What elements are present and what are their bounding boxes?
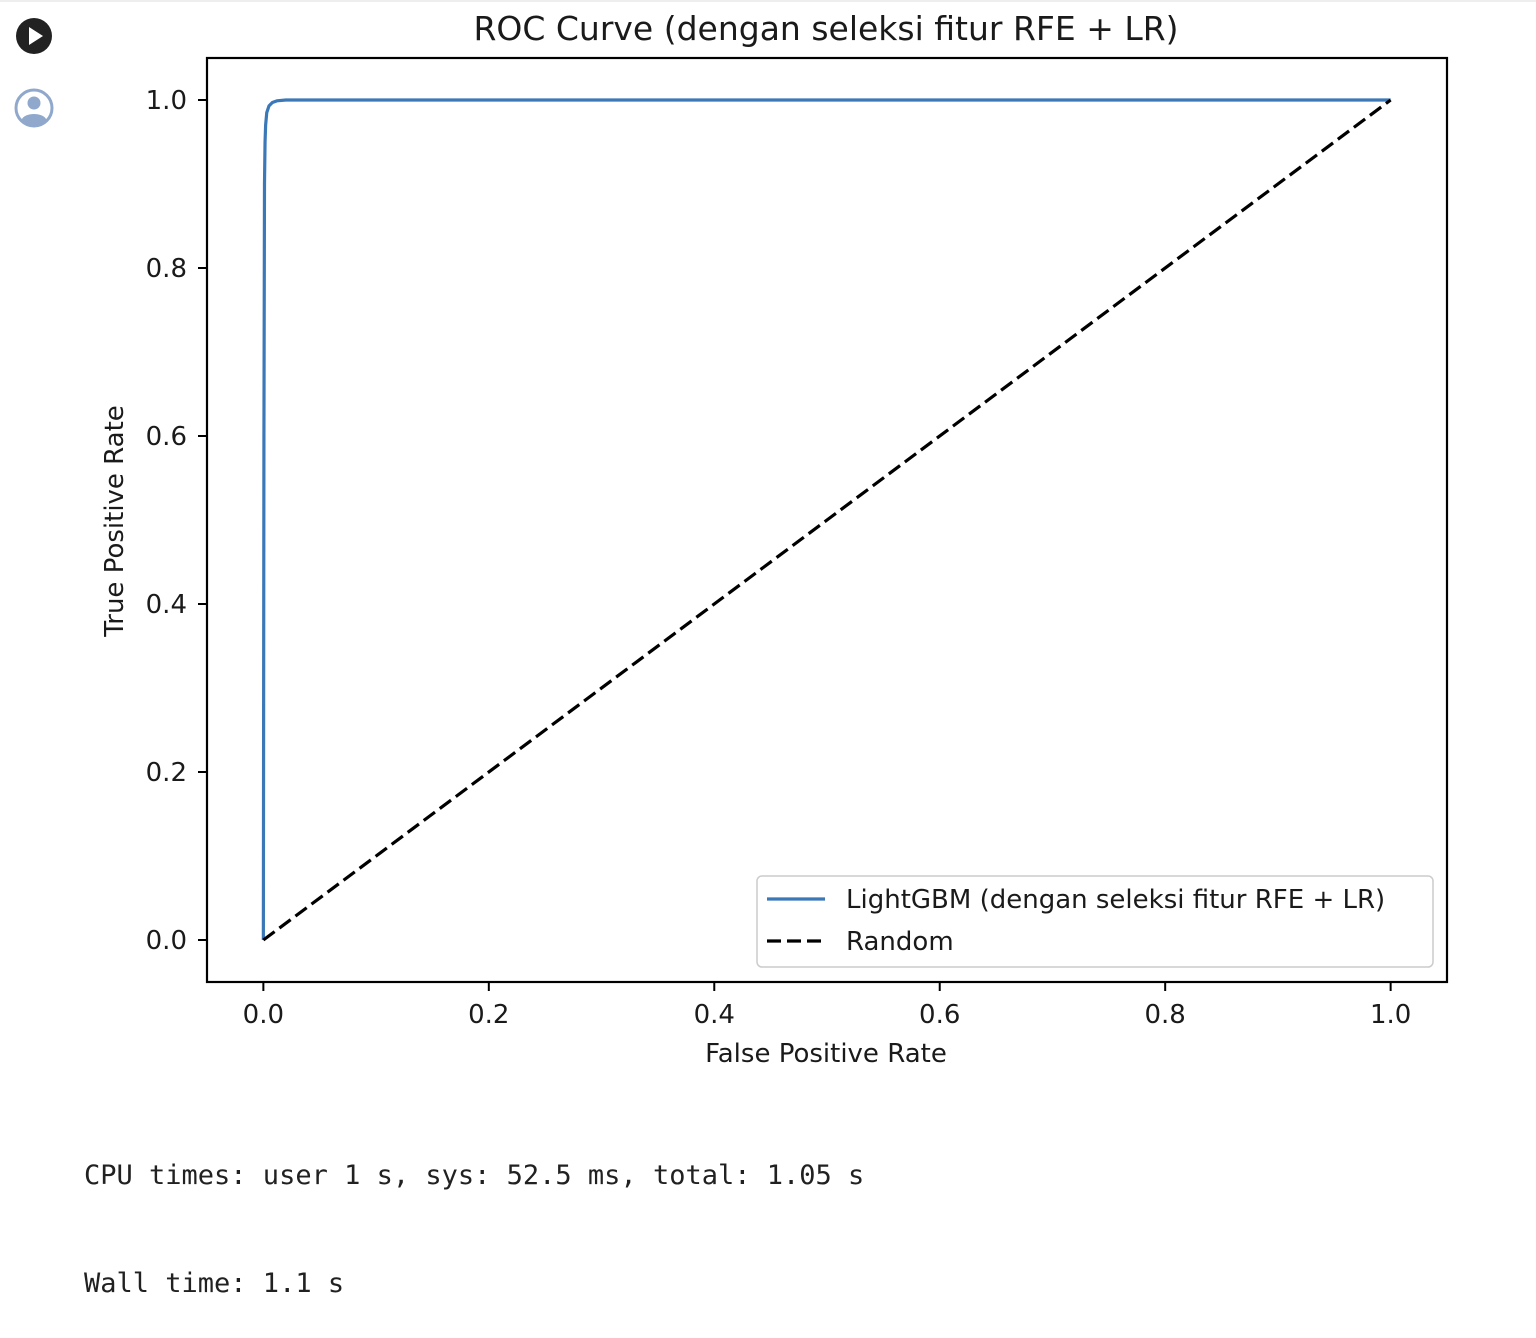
wall-time-line: Wall time: 1.1 s bbox=[84, 1268, 345, 1299]
x-tick-label: 0.0 bbox=[243, 1000, 284, 1030]
legend: LightGBM (dengan seleksi fitur RFE + LR)… bbox=[756, 875, 1434, 968]
legend-label: LightGBM (dengan seleksi fitur RFE + LR) bbox=[846, 885, 1385, 915]
roc-chart: ROC Curve (dengan seleksi fitur RFE + LR… bbox=[100, 9, 1449, 1069]
x-tick-label: 0.6 bbox=[919, 1000, 960, 1030]
play-circle-icon bbox=[16, 18, 52, 54]
y-tick-label: 0.0 bbox=[146, 926, 187, 956]
top-divider bbox=[0, 0, 1536, 2]
chart-title: ROC Curve (dengan seleksi fitur RFE + LR… bbox=[473, 9, 1178, 48]
x-axis-label: False Positive Rate bbox=[705, 1039, 947, 1069]
legend-box bbox=[756, 875, 1434, 968]
y-tick-label: 0.2 bbox=[146, 758, 187, 788]
plot-area: 0.0 0.2 0.4 0.6 0.8 1.0 0.0 0.2 0.4 0.6 0.8 1.0 bbox=[146, 56, 1449, 1030]
output-user-icon-wrap[interactable] bbox=[13, 87, 55, 129]
cpu-times-line: CPU times: user 1 s, sys: 52.5 ms, total… bbox=[84, 1160, 865, 1191]
y-tick-label: 0.8 bbox=[146, 254, 187, 284]
user-circle-icon bbox=[14, 88, 54, 128]
x-tick-label: 0.8 bbox=[1145, 1000, 1186, 1030]
series-line-model bbox=[261, 98, 1391, 941]
run-cell-button[interactable] bbox=[15, 17, 53, 55]
y-tick-label: 1.0 bbox=[146, 86, 187, 116]
legend-label: Random bbox=[846, 927, 954, 957]
y-tick-label: 0.4 bbox=[146, 590, 187, 620]
cell-output: CPU times: user 1 s, sys: 52.5 ms, total… bbox=[84, 1086, 864, 1338]
series-line-random bbox=[262, 98, 1392, 942]
x-tick-label: 1.0 bbox=[1370, 1000, 1411, 1030]
y-tick-label: 0.6 bbox=[146, 422, 187, 452]
axes-frame bbox=[205, 56, 1449, 984]
y-axis-label: True Positive Rate bbox=[100, 405, 130, 638]
x-tick-label: 0.2 bbox=[468, 1000, 509, 1030]
x-tick-label: 0.4 bbox=[694, 1000, 735, 1030]
